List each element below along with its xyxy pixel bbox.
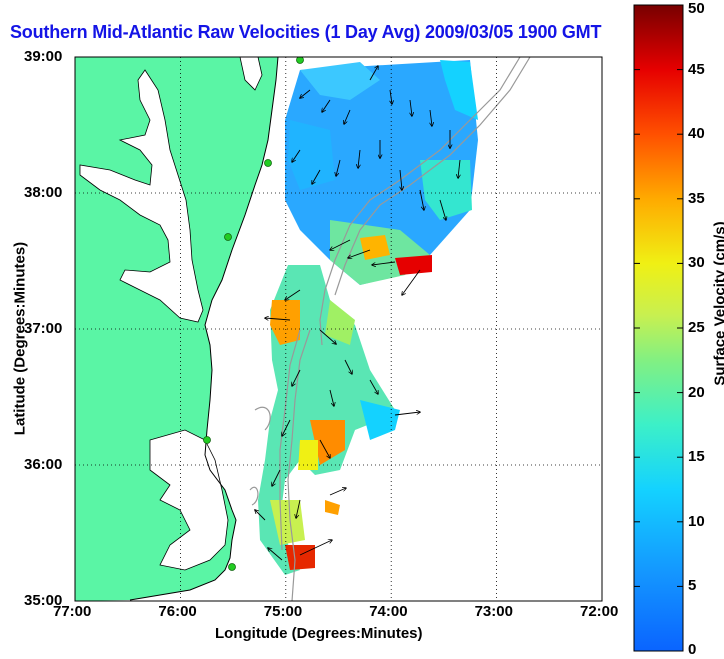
y-tick-label: 36:00 xyxy=(24,456,63,473)
velocity-arrows xyxy=(255,66,460,561)
x-tick-label: 76:00 xyxy=(158,603,197,620)
colorbar-tick-label: 10 xyxy=(688,512,705,530)
delaware-bay xyxy=(239,57,263,91)
x-tick-label: 72:00 xyxy=(580,603,619,620)
colorbar-label: Surface Velocity (cm/s) xyxy=(711,221,724,386)
bathymetry-contours xyxy=(249,57,531,601)
colorbar-tick-label: 25 xyxy=(688,319,705,336)
x-tick-label: 74:00 xyxy=(369,603,408,620)
x-axis-label: Longitude (Degrees:Minutes) xyxy=(215,625,423,642)
colorbar-tick-label: 20 xyxy=(688,383,705,401)
x-tick-label: 77:00 xyxy=(53,603,92,620)
plot-border xyxy=(74,56,603,602)
x-tick-label: 75:00 xyxy=(263,603,303,620)
colorbar-tick-label: 15 xyxy=(688,448,705,466)
colorbar-tick-label: 40 xyxy=(688,125,705,143)
colorbar-tick-label: 30 xyxy=(688,254,705,272)
colorbar-tick-label: 5 xyxy=(688,577,697,595)
y-tick-label: 39:00 xyxy=(24,48,63,65)
y-tick-label: 37:00 xyxy=(24,320,63,337)
colorbar xyxy=(633,4,684,652)
y-tick-label: 38:00 xyxy=(24,184,63,201)
colorbar-tick-label: 45 xyxy=(688,60,705,78)
colorbar-tick-label: 35 xyxy=(688,189,705,207)
colorbar-ticks xyxy=(634,4,683,652)
chesapeake-bay xyxy=(79,69,204,323)
grid-lines xyxy=(75,57,602,601)
colorbar-tick-label: 50 xyxy=(688,0,705,17)
y-tick-label: 35:00 xyxy=(24,592,63,609)
y-axis-label: Latitude (Degrees:Minutes) xyxy=(11,241,29,436)
map-title: Southern Mid-Atlantic Raw Velocities (1 … xyxy=(10,22,602,42)
x-tick-label: 73:00 xyxy=(474,603,513,620)
colorbar-tick-label: 0 xyxy=(688,641,697,658)
radar-stations xyxy=(203,57,304,571)
